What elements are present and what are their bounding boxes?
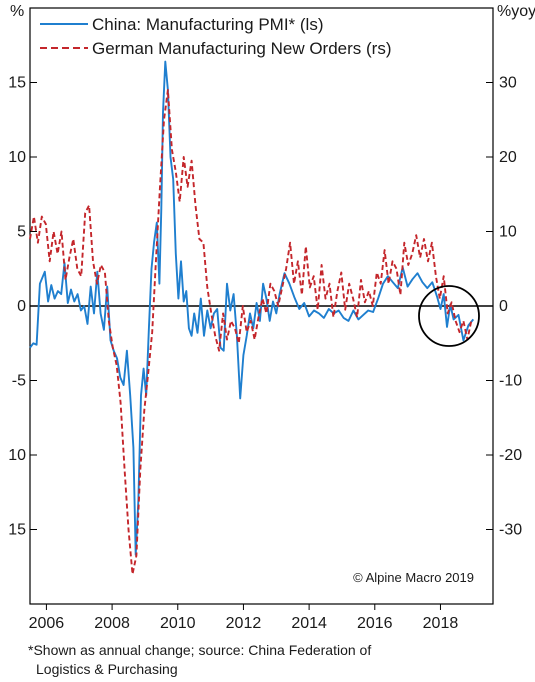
left-tick-label: -5 — [12, 373, 26, 390]
right-tick-label: 30 — [499, 75, 517, 92]
x-tick-label: 2018 — [423, 615, 459, 632]
x-tick-label: 2010 — [160, 615, 196, 632]
credit-label: © Alpine Macro 2019 — [353, 570, 474, 585]
right-tick-label: 0 — [499, 298, 508, 315]
right-tick-label: 20 — [499, 149, 517, 166]
german-orders-line — [29, 89, 473, 576]
footnote-line-1: *Shown as annual change; source: China F… — [28, 642, 372, 658]
right-tick-label: -20 — [499, 447, 522, 464]
series-lines — [29, 60, 475, 576]
x-tick-label: 2016 — [357, 615, 393, 632]
left-tick-label: 15 — [8, 75, 26, 92]
china-pmi-line — [29, 60, 475, 556]
right-axis-unit: %yoy — [497, 3, 535, 20]
left-tick-label: 10 — [8, 149, 26, 166]
left-tick-label: 0 — [17, 298, 26, 315]
footnote-line-2: Logistics & Purchasing — [36, 661, 178, 677]
left-tick-label: 5 — [17, 224, 26, 241]
legend-label-germany: German Manufacturing New Orders (rs) — [92, 39, 391, 58]
x-tick-label: 2014 — [291, 615, 327, 632]
legend: China: Manufacturing PMI* (ls) German Ma… — [40, 15, 391, 58]
legend-label-china: China: Manufacturing PMI* (ls) — [92, 15, 323, 34]
left-tick-label: 10 — [8, 447, 26, 464]
x-tick-label: 2008 — [94, 615, 130, 632]
x-tick-label: 2006 — [29, 615, 65, 632]
right-tick-label: -30 — [499, 522, 522, 539]
right-tick-label: 10 — [499, 224, 517, 241]
right-tick-label: -10 — [499, 373, 522, 390]
highlight-circle — [418, 285, 480, 347]
left-axis-unit: % — [10, 3, 24, 20]
x-tick-label: 2012 — [226, 615, 262, 632]
left-tick-label: 15 — [8, 522, 26, 539]
footnote: *Shown as annual change; source: China F… — [28, 641, 508, 679]
